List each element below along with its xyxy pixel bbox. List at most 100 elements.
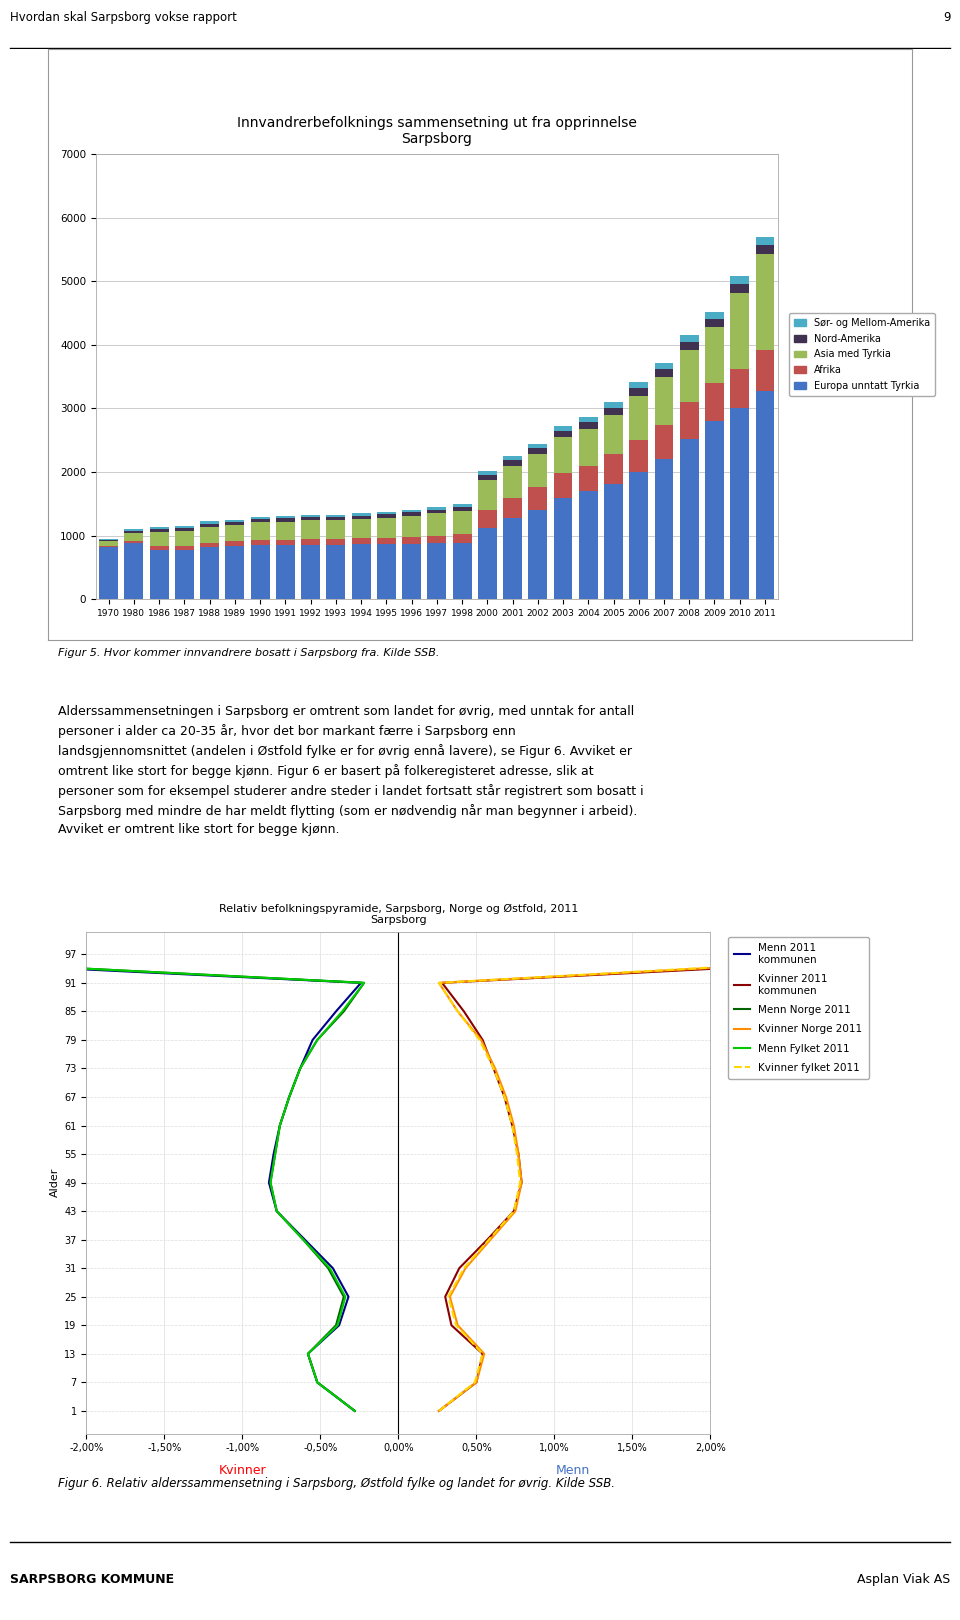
Bar — [705, 382, 724, 421]
Bar — [150, 549, 169, 599]
Text: 9: 9 — [943, 10, 950, 24]
Bar — [301, 539, 320, 544]
Bar — [554, 437, 572, 473]
Kvinner 2011
kommunen — [453, 1259, 465, 1278]
Bar — [452, 543, 471, 599]
Kvinner Norge 2011 — [516, 1173, 527, 1192]
Kvinner fylket 2011 — [511, 1144, 522, 1163]
Bar — [226, 522, 244, 525]
Bar — [630, 382, 648, 389]
Bar — [731, 277, 749, 284]
Line: Menn Fylket 2011: Menn Fylket 2011 — [0, 954, 364, 1411]
Menn Norge 2011 — [283, 1087, 295, 1106]
Kvinner fylket 2011 — [469, 1372, 481, 1392]
Kvinner 2011
kommunen — [470, 1372, 482, 1392]
Menn Norge 2011 — [323, 1259, 334, 1278]
Text: Figur 6. Relativ alderssammensetning i Sarpsborg, Østfold fylke og landet for øv: Figur 6. Relativ alderssammensetning i S… — [58, 1477, 614, 1490]
Bar — [125, 531, 143, 533]
Bar — [503, 460, 522, 467]
Kvinner 2011
kommunen — [513, 1144, 524, 1163]
Bar — [604, 415, 623, 454]
Kvinner fylket 2011 — [458, 1259, 469, 1278]
Menn Fylket 2011 — [298, 1230, 309, 1249]
Bar — [503, 497, 522, 518]
Bar — [478, 481, 496, 510]
Kvinner Norge 2011 — [470, 1372, 482, 1392]
Menn 2011
kommunen — [295, 1059, 306, 1079]
Kvinner Norge 2011 — [508, 1116, 519, 1136]
Bar — [478, 471, 496, 475]
Bar — [680, 335, 699, 342]
Kvinner Norge 2011 — [510, 1202, 521, 1221]
Menn Fylket 2011 — [271, 1202, 282, 1221]
Bar — [756, 350, 775, 390]
Kvinner 2011
kommunen — [433, 1401, 444, 1421]
Bar — [276, 518, 295, 522]
Bar — [377, 512, 396, 514]
Bar — [604, 483, 623, 599]
Bar — [402, 544, 421, 599]
Menn 2011
kommunen — [330, 1001, 342, 1021]
Kvinner 2011
kommunen — [477, 1030, 489, 1050]
Bar — [226, 525, 244, 541]
Menn 2011
kommunen — [348, 1401, 360, 1421]
Bar — [604, 454, 623, 483]
Bar — [756, 237, 775, 245]
Bar — [554, 473, 572, 497]
Kvinner 2011
kommunen — [482, 1230, 493, 1249]
Menn Fylket 2011 — [311, 1030, 323, 1050]
Bar — [705, 319, 724, 327]
Bar — [99, 541, 118, 546]
Bar — [351, 538, 371, 544]
Bar — [503, 465, 522, 497]
Kvinner fylket 2011 — [508, 1202, 519, 1221]
Bar — [528, 510, 547, 599]
Bar — [655, 460, 674, 599]
Bar — [554, 497, 572, 599]
Kvinner fylket 2011 — [515, 1173, 526, 1192]
Kvinner 2011
kommunen — [516, 1173, 527, 1192]
Bar — [402, 538, 421, 544]
Bar — [705, 311, 724, 319]
Menn 2011
kommunen — [268, 1144, 279, 1163]
Menn Norge 2011 — [358, 974, 370, 993]
Menn Fylket 2011 — [311, 1372, 323, 1392]
Bar — [427, 536, 446, 543]
Menn Norge 2011 — [338, 1286, 349, 1306]
Bar — [402, 510, 421, 512]
Bar — [528, 454, 547, 488]
Text: Alderssammensetningen i Sarpsborg er omtrent som landet for øvrig, med unntak fo: Alderssammensetningen i Sarpsborg er omt… — [58, 705, 643, 836]
Bar — [301, 517, 320, 520]
Bar — [377, 538, 396, 544]
Kvinner fylket 2011 — [499, 1087, 511, 1106]
Menn Fylket 2011 — [302, 1345, 314, 1364]
Bar — [351, 515, 371, 518]
Bar — [452, 507, 471, 510]
Menn Norge 2011 — [302, 1345, 314, 1364]
Bar — [731, 293, 749, 369]
Menn Norge 2011 — [330, 1315, 342, 1335]
Bar — [125, 541, 143, 543]
Menn Fylket 2011 — [358, 974, 370, 993]
Menn Norge 2011 — [275, 1116, 286, 1136]
Bar — [604, 402, 623, 408]
Bar — [326, 544, 346, 599]
Bar — [731, 369, 749, 408]
Bar — [276, 517, 295, 518]
Bar — [200, 543, 219, 548]
Bar — [251, 518, 270, 522]
Kvinner Norge 2011 — [433, 1401, 444, 1421]
Kvinner fylket 2011 — [939, 944, 950, 964]
Bar — [478, 475, 496, 481]
Text: Menn: Menn — [556, 1464, 590, 1477]
Kvinner Norge 2011 — [954, 944, 960, 964]
Bar — [326, 539, 346, 544]
Menn Norge 2011 — [311, 1372, 323, 1392]
Bar — [402, 517, 421, 538]
Bar — [705, 421, 724, 599]
Menn Fylket 2011 — [348, 1401, 360, 1421]
Bar — [175, 546, 194, 549]
Line: Kvinner 2011
kommunen: Kvinner 2011 kommunen — [439, 954, 960, 1411]
Menn 2011
kommunen — [355, 974, 367, 993]
Menn Fylket 2011 — [340, 1286, 351, 1306]
